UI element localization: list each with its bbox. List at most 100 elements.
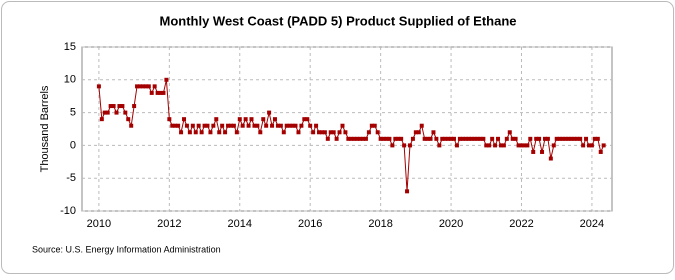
data-point — [343, 130, 348, 135]
data-point — [372, 123, 377, 128]
y-tick-label: -5 — [66, 172, 76, 184]
data-point — [126, 117, 131, 122]
data-point — [267, 110, 272, 115]
data-point — [413, 130, 418, 135]
data-point — [252, 123, 257, 128]
data-point — [454, 143, 459, 148]
data-point — [457, 136, 462, 141]
data-point — [569, 136, 574, 141]
data-point — [416, 130, 421, 135]
data-point — [434, 136, 439, 141]
data-point — [228, 123, 233, 128]
data-point — [270, 123, 275, 128]
data-point — [243, 117, 248, 122]
data-point — [246, 123, 251, 128]
data-point — [402, 143, 407, 148]
data-point — [211, 123, 216, 128]
data-point — [193, 130, 198, 135]
data-point — [120, 104, 125, 109]
data-point — [176, 123, 181, 128]
data-point — [528, 136, 533, 141]
data-point — [513, 136, 518, 141]
data-point — [305, 117, 310, 122]
data-point — [469, 136, 474, 141]
data-point — [405, 189, 410, 194]
data-point — [390, 143, 395, 148]
data-point — [281, 130, 286, 135]
data-point — [143, 84, 148, 89]
data-point — [319, 130, 324, 135]
y-tick-label: 0 — [70, 139, 76, 151]
data-point — [190, 123, 195, 128]
data-point — [381, 136, 386, 141]
data-point — [387, 136, 392, 141]
data-point — [331, 130, 336, 135]
data-point — [472, 136, 477, 141]
x-tick-label: 2020 — [439, 218, 463, 230]
data-point — [551, 143, 556, 148]
data-point — [587, 143, 592, 148]
x-tick-label: 2024 — [580, 218, 604, 230]
data-point — [220, 123, 225, 128]
data-point — [451, 136, 456, 141]
data-point — [199, 130, 204, 135]
y-tick-label: 10 — [64, 74, 76, 86]
data-point — [196, 123, 201, 128]
data-point — [158, 90, 163, 95]
data-point — [138, 84, 143, 89]
data-point — [135, 84, 140, 89]
data-point — [375, 130, 380, 135]
plot-area — [81, 46, 613, 212]
data-point — [566, 136, 571, 141]
data-point — [205, 123, 210, 128]
data-point — [504, 136, 509, 141]
x-tick-label: 2010 — [87, 218, 111, 230]
data-point — [519, 143, 524, 148]
data-point — [129, 123, 134, 128]
data-point — [425, 136, 430, 141]
data-point — [275, 123, 280, 128]
data-point — [378, 136, 383, 141]
data-point — [284, 123, 289, 128]
data-point — [475, 136, 480, 141]
data-point — [217, 130, 222, 135]
data-point — [272, 117, 277, 122]
data-point — [516, 143, 521, 148]
data-point — [463, 136, 468, 141]
data-point — [311, 130, 316, 135]
data-point — [363, 136, 368, 141]
data-point — [117, 104, 122, 109]
data-point — [226, 123, 231, 128]
data-point — [522, 143, 527, 148]
data-point — [140, 84, 145, 89]
data-point — [598, 149, 603, 154]
data-point — [179, 130, 184, 135]
source-note: Source: U.S. Energy Information Administ… — [32, 244, 221, 254]
data-point — [358, 136, 363, 141]
data-point — [584, 136, 589, 141]
data-point — [164, 77, 169, 82]
data-point — [361, 136, 366, 141]
data-point — [440, 136, 445, 141]
data-point — [255, 123, 260, 128]
data-point — [214, 117, 219, 122]
data-point — [290, 123, 295, 128]
data-point — [337, 130, 342, 135]
data-point — [481, 136, 486, 141]
data-point — [167, 117, 172, 122]
data-point — [240, 123, 245, 128]
data-point — [296, 130, 301, 135]
data-point — [96, 84, 101, 89]
data-point — [146, 84, 151, 89]
y-tick-label: -10 — [60, 205, 76, 217]
data-point — [449, 136, 454, 141]
data-point — [498, 143, 503, 148]
data-point — [595, 136, 600, 141]
data-point — [478, 136, 483, 141]
data-point — [490, 136, 495, 141]
data-point — [261, 117, 266, 122]
data-point — [396, 136, 401, 141]
data-point — [264, 123, 269, 128]
